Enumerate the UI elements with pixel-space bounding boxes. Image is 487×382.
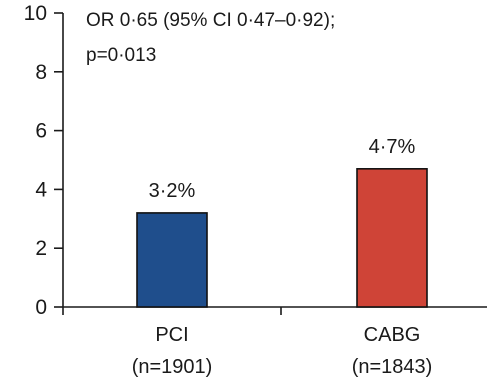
y-tick-label: 10: [24, 2, 47, 25]
annotation-line-2: p=0·013: [86, 45, 156, 66]
bars: [136, 168, 428, 308]
y-tick-label: 8: [35, 61, 47, 84]
data-label-cabg: 4·7%: [369, 136, 416, 158]
y-tick-label: 6: [35, 120, 47, 143]
y-tick-label: 4: [35, 178, 47, 201]
statistics-annotation: OR 0·65 (95% CI 0·47–0·92); p=0·013: [86, 10, 335, 66]
data-label-pci: 3·2%: [149, 180, 196, 202]
category-sublabel-cabg: (n=1843): [352, 356, 433, 378]
labels: 3·2% PCI (n=1901) 4·7% CABG (n=1843): [132, 136, 433, 378]
category-sublabel-pci: (n=1901): [132, 356, 213, 378]
annotation-line-1: OR 0·65 (95% CI 0·47–0·92);: [86, 10, 335, 31]
category-label-pci: PCI: [155, 324, 188, 346]
category-label-cabg: CABG: [364, 324, 421, 346]
y-tick-label: 2: [35, 237, 47, 260]
axes: 0 2 4 6 8 10: [24, 2, 487, 319]
bar-cabg: [356, 168, 428, 308]
bar-pci: [136, 212, 208, 308]
y-tick-label: 0: [35, 296, 47, 319]
